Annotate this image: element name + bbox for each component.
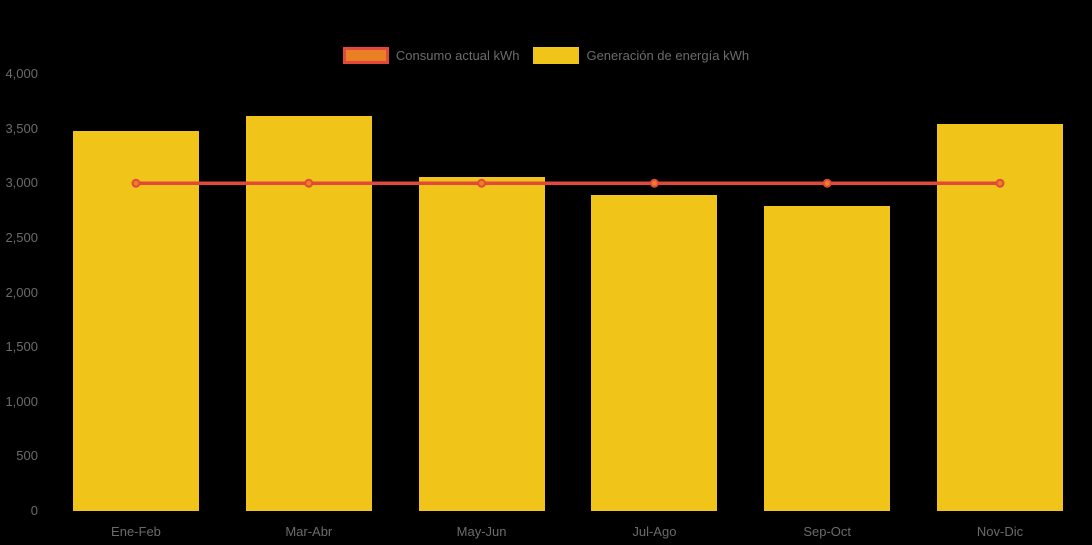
- x-tick-label-Sep-Oct: Sep-Oct: [803, 524, 852, 539]
- legend-item-consumo-actual[interactable]: Consumo actual kWh: [342, 47, 520, 64]
- line-marker-icon: [822, 178, 832, 188]
- y-tick-label: 1,000: [5, 393, 38, 409]
- legend-item-generacion-energia[interactable]: Generación de energía kWh: [533, 47, 749, 64]
- x-tick-label-Jul-Ago: Jul-Ago: [632, 524, 677, 539]
- x-tick-label-Mar-Abr: Mar-Abr: [285, 524, 333, 539]
- x-tick-label-May-Jun: May-Jun: [456, 524, 507, 539]
- y-tick-label: 1,500: [5, 339, 38, 355]
- y-tick-label: 2,000: [5, 284, 38, 300]
- bar-Nov-Dic: [937, 124, 1063, 511]
- line-marker-icon: [649, 178, 659, 188]
- bar-Mar-Abr: [245, 115, 372, 511]
- y-tick-label: 4,000: [5, 66, 38, 81]
- chart-legend: Consumo actual kWh Generación de energía…: [0, 47, 1092, 64]
- bar-May-Jun: [418, 176, 545, 511]
- x-tick-label-Ene-Feb: Ene-Feb: [111, 524, 161, 539]
- y-tick-label: 3,500: [5, 120, 38, 136]
- legend-label-generacion-energia: Generación de energía kWh: [586, 48, 750, 63]
- y-tick-label: 0: [30, 503, 38, 518]
- consumo-actual-swatch-icon: [342, 47, 389, 64]
- y-tick-label: 3,000: [5, 175, 38, 191]
- bar-Ene-Feb: [73, 130, 199, 511]
- y-tick-label: 2,500: [5, 229, 38, 245]
- bar-Jul-Ago: [591, 195, 718, 511]
- legend-label-consumo-actual: Consumo actual kWh: [395, 48, 520, 63]
- x-tick-label-Nov-Dic: Nov-Dic: [976, 524, 1024, 539]
- generacion-energia-swatch-icon: [533, 47, 580, 64]
- bar-Sep-Oct: [764, 206, 891, 511]
- y-tick-label: 500: [16, 448, 38, 464]
